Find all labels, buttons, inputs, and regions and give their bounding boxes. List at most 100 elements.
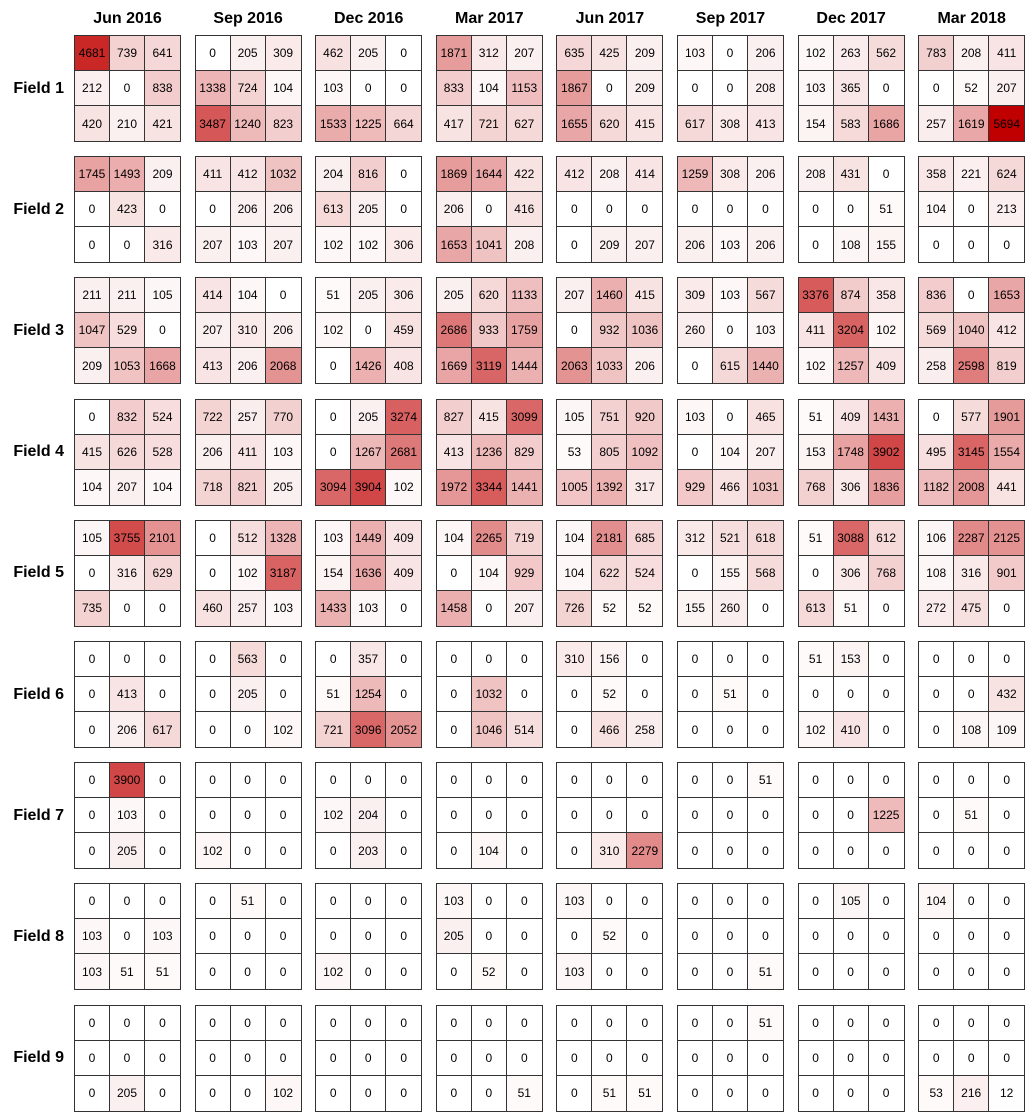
heatmap-cell: 0 [436,555,472,591]
heatmap-cell: 103 [678,36,713,71]
heatmap-cell: 0 [592,71,628,106]
heatmap-cell: 103 [798,71,834,106]
heatmap-cell: 316 [145,227,180,263]
heatmap-panel: 309 103 567 260 0 103 0 615 1440 [677,277,784,385]
heatmap-cell: 0 [471,192,507,228]
heatmap-cell: 0 [557,227,593,263]
heatmap-cell: 102 [351,227,387,263]
heatmap-cell: 0 [592,884,628,920]
heatmap-cell: 0 [195,798,231,834]
heatmap-cell: 0 [471,1005,507,1041]
heatmap-panel: 0 0 0 0 0 0 0 310 2279 [556,762,664,870]
heatmap-cell: 1257 [833,348,869,384]
heatmap-cell: 0 [506,1040,542,1076]
heatmap-panel: 0 0 0 0 51 0 0 0 0 [918,762,1026,870]
heatmap-cell: 0 [919,71,955,106]
heatmap-cell: 51 [145,954,180,990]
heatmap-cell: 414 [627,157,663,193]
heatmap-cell: 412 [557,157,593,193]
row-label: Field 3 [13,321,64,339]
heatmap-cell: 203 [351,833,387,869]
heatmap-cell: 466 [713,469,748,505]
heatmap-cell: 0 [798,833,834,869]
heatmap-cell: 308 [713,157,748,193]
heatmap-panel: 0 205 3274 0 1267 2681 3094 3904 102 [315,398,423,506]
heatmap-cell: 1267 [351,434,387,470]
heatmap-cell: 417 [436,106,472,141]
heatmap-cell: 306 [386,278,422,314]
heatmap-panel: 0 0 51 0 0 0 0 0 0 [677,1004,784,1112]
heatmap-panel: 783 208 411 0 52 207 257 1619 5694 [918,35,1026,142]
heatmap-cell: 528 [145,434,180,470]
heatmap-cell: 0 [713,833,748,869]
heatmap-cell: 0 [316,348,352,384]
heatmap-cell: 206 [230,348,266,384]
heatmap-cell: 409 [868,348,904,384]
heatmap-cell: 0 [265,642,301,677]
heatmap-cell: 562 [868,36,904,71]
heatmap-cell: 465 [748,399,783,435]
heatmap-cell: 0 [954,642,990,677]
heatmap-cell: 0 [75,1075,110,1111]
heatmap-cell: 52 [954,71,990,106]
heatmap-cell: 0 [678,712,713,747]
heatmap-cell: 207 [265,227,301,263]
heatmap-panel: 104 2265 719 0 104 929 1458 0 207 [435,519,543,627]
heatmap-cell: 816 [351,157,387,193]
heatmap-cell: 0 [627,1040,663,1076]
heatmap-panel: 0 0 0 0 51 0 0 0 0 [677,641,784,748]
heatmap-cell: 0 [713,1075,748,1111]
heatmap-panel: 1869 1644 422 206 0 416 1653 1041 208 [435,156,543,264]
heatmap-cell: 1901 [989,399,1025,435]
heatmap-cell: 207 [627,227,663,263]
heatmap-cell: 521 [713,520,748,556]
heatmap-cell: 309 [678,278,713,314]
heatmap-cell: 0 [75,1005,110,1041]
heatmap-cell: 260 [713,590,748,626]
heatmap-cell: 2681 [386,434,422,470]
heatmap-panel: 1259 308 206 0 0 0 206 103 206 [677,156,784,264]
heatmap-cell: 0 [195,1040,231,1076]
heatmap-cell: 209 [75,348,110,384]
heatmap-cell: 0 [351,954,387,990]
heatmap-cell: 432 [989,677,1025,712]
heatmap-panel: 103 0 206 0 0 208 617 308 413 [677,35,784,142]
heatmap-cell: 272 [919,590,955,626]
heatmap-panel: 0 105 0 0 0 0 0 0 0 [797,883,905,991]
heatmap-cell: 0 [989,884,1025,920]
heatmap-cell: 0 [798,954,834,990]
heatmap-cell: 0 [195,642,231,677]
heatmap-cell: 0 [316,763,352,799]
heatmap-cell: 0 [868,1005,904,1041]
heatmap-cell: 0 [798,1005,834,1041]
heatmap-cell: 622 [592,555,628,591]
heatmap-cell: 0 [713,919,748,955]
heatmap-panel: 103 0 465 0 104 207 929 466 1031 [677,398,784,506]
heatmap-panel: 0 0 0 0 0 0 0 0 51 [435,1004,543,1112]
heatmap-cell: 0 [678,1040,713,1076]
heatmap-cell: 0 [592,798,628,834]
heatmap-cell: 0 [75,884,110,920]
heatmap-cell: 0 [230,833,266,869]
row-label: Field 4 [13,443,64,461]
heatmap-cell: 0 [678,434,713,470]
heatmap-cell: 358 [868,278,904,314]
heatmap-cell: 0 [351,313,387,349]
heatmap-cell: 0 [954,192,990,228]
heatmap-cell: 617 [145,712,180,747]
heatmap-cell: 0 [868,763,904,799]
heatmap-cell: 0 [195,763,231,799]
heatmap-cell: 0 [627,954,663,990]
heatmap-cell: 524 [145,399,180,435]
heatmap-cell: 0 [386,1075,422,1111]
heatmap-cell: 0 [868,1040,904,1076]
heatmap-cell: 721 [471,106,507,141]
heatmap-cell: 0 [954,278,990,314]
heatmap-cell: 413 [436,434,472,470]
heatmap-cell: 2287 [954,520,990,556]
heatmap-cell: 768 [798,469,834,505]
heatmap-panel: 102 263 562 103 365 0 154 583 1686 [797,35,905,142]
heatmap-cell: 155 [713,555,748,591]
heatmap-cell: 0 [798,677,834,712]
